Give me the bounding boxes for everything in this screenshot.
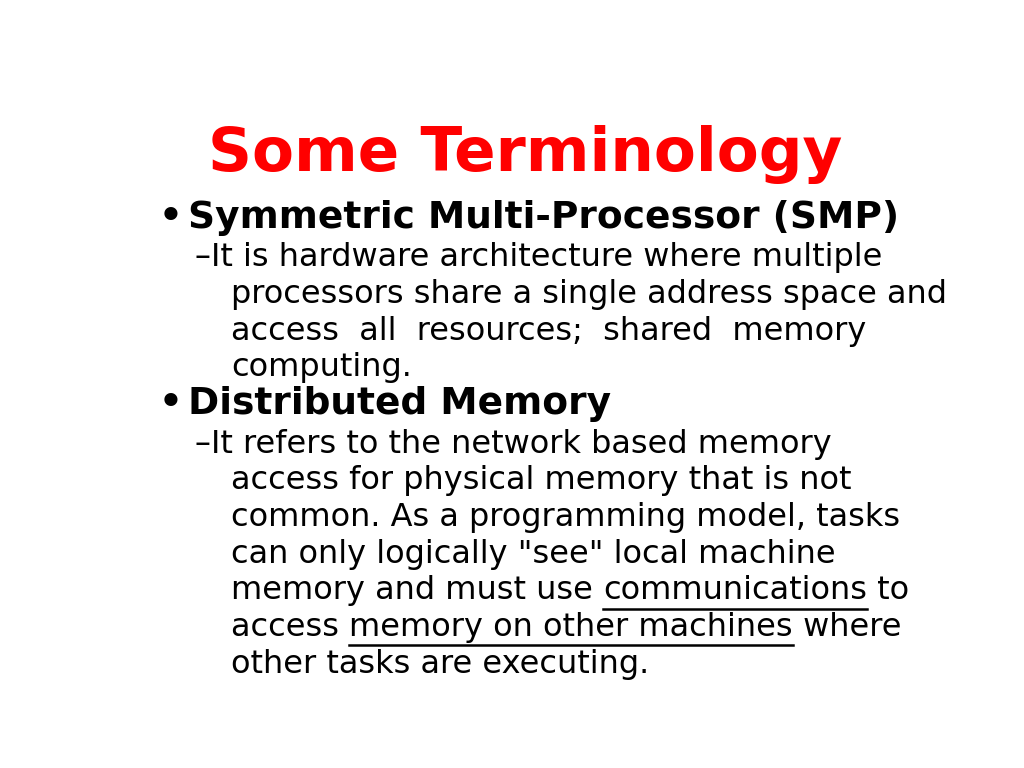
Text: Some Terminology: Some Terminology <box>208 124 842 184</box>
Text: where: where <box>793 612 901 643</box>
Text: •: • <box>158 386 182 422</box>
Text: •: • <box>158 200 182 236</box>
Text: common. As a programming model, tasks: common. As a programming model, tasks <box>231 502 900 533</box>
Text: access for physical memory that is not: access for physical memory that is not <box>231 465 852 496</box>
Text: Distributed Memory: Distributed Memory <box>187 386 610 422</box>
Text: communications: communications <box>603 575 867 606</box>
Text: other tasks are executing.: other tasks are executing. <box>231 649 649 680</box>
Text: access  all  resources;  shared  memory: access all resources; shared memory <box>231 316 866 346</box>
Text: Symmetric Multi-Processor (SMP): Symmetric Multi-Processor (SMP) <box>187 200 899 236</box>
Text: can only logically "see" local machine: can only logically "see" local machine <box>231 538 836 570</box>
Text: –It is hardware architecture where multiple: –It is hardware architecture where multi… <box>196 243 883 273</box>
Text: memory and must use: memory and must use <box>231 575 603 606</box>
Text: access: access <box>231 612 349 643</box>
Text: –It refers to the network based memory: –It refers to the network based memory <box>196 429 833 459</box>
Text: computing.: computing. <box>231 353 412 383</box>
Text: processors share a single address space and: processors share a single address space … <box>231 279 947 310</box>
Text: to: to <box>867 575 909 606</box>
Text: memory on other machines: memory on other machines <box>349 612 793 643</box>
